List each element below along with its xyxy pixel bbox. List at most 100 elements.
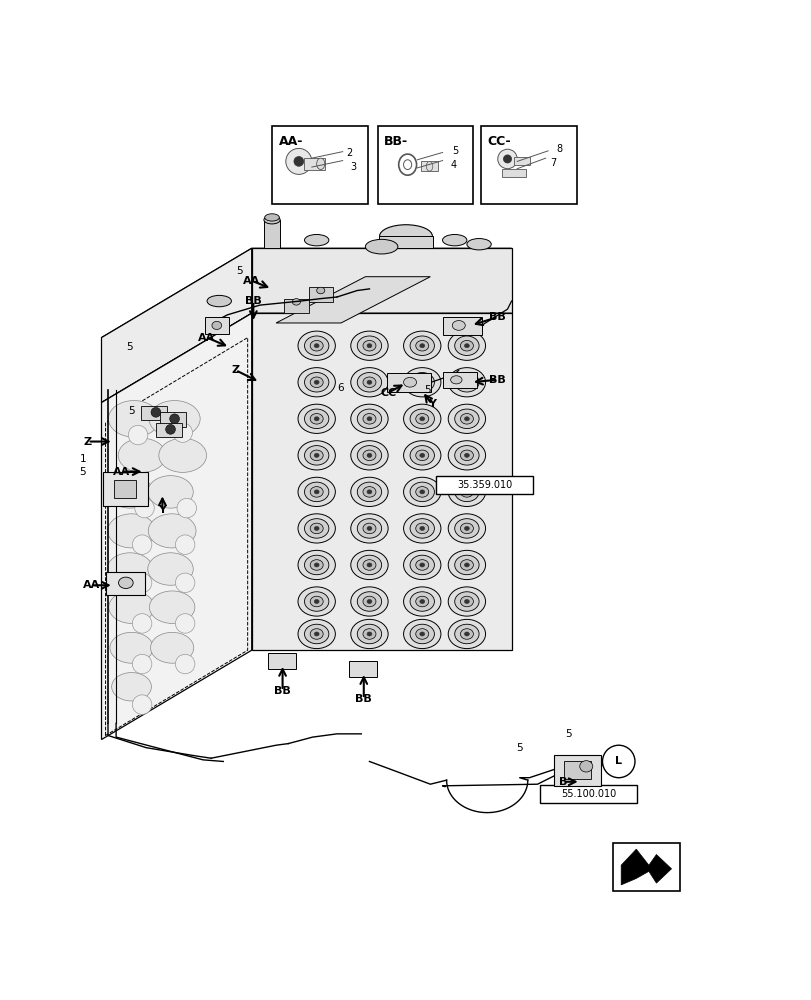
Ellipse shape	[464, 380, 469, 384]
Text: 3: 3	[350, 162, 357, 172]
Polygon shape	[276, 277, 430, 323]
Ellipse shape	[314, 526, 319, 530]
Ellipse shape	[410, 624, 434, 644]
Ellipse shape	[419, 632, 424, 636]
Ellipse shape	[460, 340, 473, 351]
Text: BB: BB	[245, 296, 261, 306]
Ellipse shape	[292, 299, 300, 305]
Ellipse shape	[454, 446, 478, 465]
Polygon shape	[620, 849, 671, 885]
Ellipse shape	[466, 239, 491, 250]
Ellipse shape	[314, 380, 319, 384]
Circle shape	[602, 745, 634, 778]
Ellipse shape	[207, 295, 231, 307]
Ellipse shape	[108, 401, 159, 437]
Ellipse shape	[403, 441, 440, 470]
Circle shape	[132, 695, 152, 714]
Ellipse shape	[415, 340, 428, 351]
Bar	[421, 161, 437, 171]
Polygon shape	[101, 248, 251, 403]
Ellipse shape	[410, 336, 434, 355]
Ellipse shape	[464, 526, 469, 530]
Ellipse shape	[357, 592, 381, 611]
Ellipse shape	[314, 453, 319, 457]
Ellipse shape	[304, 519, 328, 538]
Ellipse shape	[148, 553, 193, 585]
Text: CC: CC	[380, 388, 396, 398]
Ellipse shape	[310, 629, 323, 639]
Ellipse shape	[448, 441, 485, 470]
Circle shape	[503, 155, 511, 163]
Circle shape	[169, 414, 179, 424]
Ellipse shape	[460, 629, 473, 639]
Ellipse shape	[448, 587, 485, 616]
Ellipse shape	[108, 514, 155, 548]
Bar	[264, 220, 280, 248]
Circle shape	[175, 535, 195, 554]
Ellipse shape	[403, 619, 440, 649]
Ellipse shape	[357, 336, 381, 355]
Text: AA: AA	[242, 276, 260, 286]
Ellipse shape	[448, 404, 485, 433]
Ellipse shape	[415, 629, 428, 639]
Ellipse shape	[304, 555, 328, 575]
Circle shape	[177, 498, 196, 518]
Bar	[539, 785, 637, 803]
Text: CC-: CC-	[487, 135, 510, 148]
Ellipse shape	[410, 519, 434, 538]
Ellipse shape	[150, 632, 194, 663]
Ellipse shape	[310, 487, 323, 497]
Bar	[103, 472, 148, 506]
Ellipse shape	[415, 450, 428, 461]
Ellipse shape	[448, 619, 485, 649]
Ellipse shape	[363, 340, 375, 351]
Bar	[105, 572, 144, 595]
Bar	[513, 157, 530, 165]
Ellipse shape	[460, 523, 473, 534]
Text: 5: 5	[452, 146, 458, 156]
Text: BB: BB	[355, 694, 371, 704]
Ellipse shape	[363, 377, 375, 388]
Ellipse shape	[298, 550, 335, 580]
Text: Y: Y	[158, 505, 166, 515]
Text: 8: 8	[556, 144, 562, 154]
Ellipse shape	[419, 563, 424, 567]
Ellipse shape	[367, 599, 371, 604]
Ellipse shape	[310, 377, 323, 388]
Ellipse shape	[314, 563, 319, 567]
Ellipse shape	[448, 477, 485, 506]
Ellipse shape	[419, 417, 424, 421]
Bar	[442, 317, 481, 335]
Ellipse shape	[426, 161, 432, 171]
Ellipse shape	[357, 555, 381, 575]
Ellipse shape	[454, 519, 478, 538]
Ellipse shape	[367, 563, 371, 567]
Ellipse shape	[419, 344, 424, 348]
Ellipse shape	[448, 550, 485, 580]
Ellipse shape	[415, 523, 428, 534]
Bar	[308, 287, 333, 302]
Ellipse shape	[460, 596, 473, 607]
Bar	[387, 373, 431, 392]
Text: 7: 7	[550, 158, 556, 168]
Ellipse shape	[363, 596, 375, 607]
Ellipse shape	[111, 673, 152, 701]
Text: BB: BB	[274, 686, 290, 696]
Bar	[156, 423, 182, 437]
Ellipse shape	[118, 438, 165, 472]
Bar	[141, 406, 167, 420]
Ellipse shape	[367, 417, 371, 421]
Bar	[160, 412, 186, 427]
Ellipse shape	[367, 526, 371, 530]
Ellipse shape	[403, 477, 440, 506]
Ellipse shape	[298, 514, 335, 543]
Ellipse shape	[350, 550, 388, 580]
Circle shape	[165, 424, 175, 434]
Bar	[563, 761, 590, 779]
Text: Y: Y	[427, 399, 436, 409]
Ellipse shape	[367, 380, 371, 384]
Ellipse shape	[304, 446, 328, 465]
Bar	[553, 755, 600, 786]
Text: BB-: BB-	[384, 135, 408, 148]
Ellipse shape	[310, 414, 323, 424]
